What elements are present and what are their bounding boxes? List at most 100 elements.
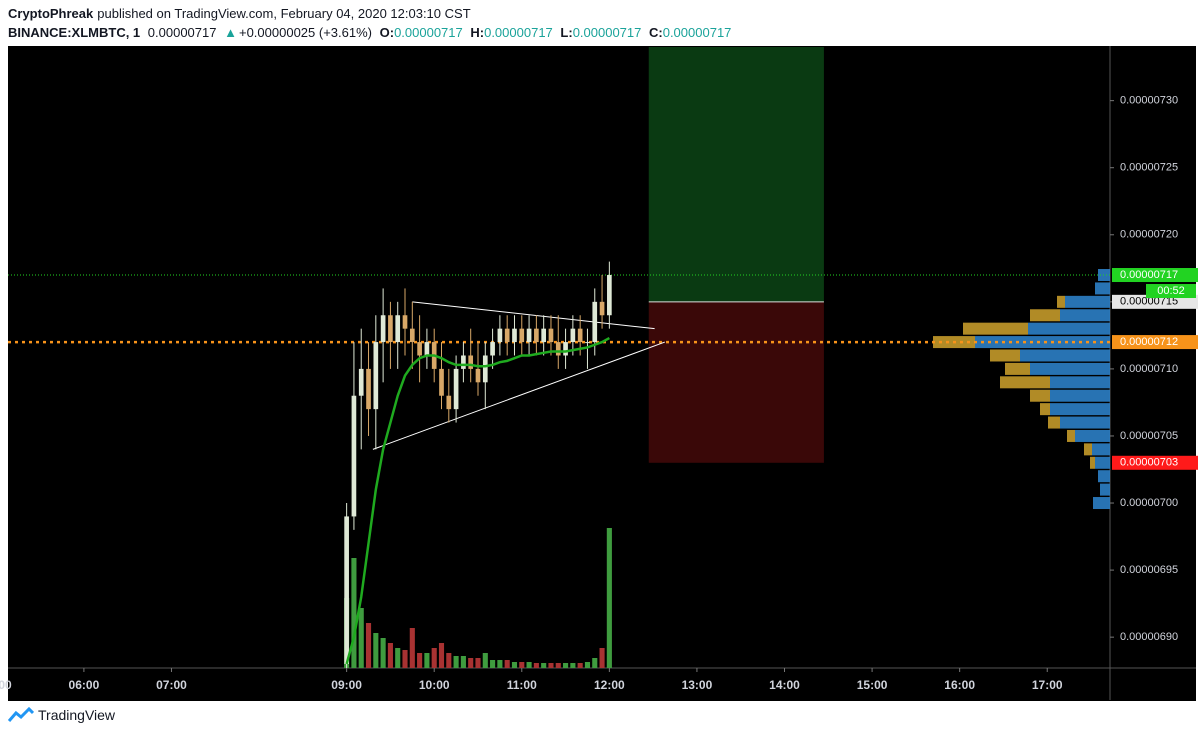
x-tick-label: 17:00 (1032, 678, 1063, 692)
volume-bar (446, 653, 452, 668)
header: CryptoPhreak published on TradingView.com… (8, 6, 475, 21)
candle-body (475, 368, 481, 383)
profile-down (1005, 362, 1030, 375)
price-label: 0.00000717 (1120, 269, 1178, 281)
volume-bar (417, 653, 423, 668)
candle-body (504, 328, 510, 343)
author: CryptoPhreak (8, 6, 94, 21)
x-tick-label: 10:00 (419, 678, 450, 692)
volume-bar (563, 663, 569, 668)
volume-bar (475, 658, 481, 668)
candle-body (380, 315, 386, 343)
profit-zone (648, 47, 824, 302)
moving-average (345, 336, 610, 665)
profile-up (1060, 309, 1110, 322)
volume-bar (468, 658, 474, 668)
candle-body (512, 328, 517, 343)
volume-bar (519, 662, 525, 668)
candle-body (555, 342, 561, 356)
profile-up (1050, 376, 1110, 389)
profile-down (963, 322, 1028, 335)
candle-body (599, 301, 605, 316)
candle-body (548, 328, 554, 343)
volume-bar (555, 663, 561, 668)
countdown: 00:52 (1157, 285, 1185, 297)
profile-down (1040, 403, 1050, 416)
chart-background (8, 46, 1196, 701)
volume-bar (453, 656, 459, 668)
footer: TradingView (8, 707, 115, 723)
candle-body (373, 342, 379, 410)
candle-body (482, 355, 488, 383)
profile-up (1093, 497, 1110, 510)
profile-up (1075, 429, 1110, 442)
profile-up (1028, 322, 1110, 335)
o-label: O: (379, 25, 395, 40)
volume-bar (599, 648, 605, 668)
candle-body (461, 355, 466, 369)
h-label: H: (470, 25, 485, 40)
candle-body (439, 368, 444, 396)
profile-up (1095, 282, 1110, 295)
last-price: 0.00000717 (147, 25, 217, 40)
price-label-box (1112, 335, 1198, 350)
volume-bar (395, 648, 401, 668)
volume-bar (373, 633, 379, 668)
x-tick-label: 13:00 (682, 678, 713, 692)
y-tick-label: 0.00000700 (1120, 497, 1178, 509)
candle-body (577, 328, 583, 343)
volume-bar (409, 628, 415, 668)
price-label-box (1112, 268, 1198, 283)
volume-bar (592, 658, 598, 668)
candle-body (402, 315, 408, 329)
volume-bar (387, 643, 393, 668)
c-value: 0.00000717 (662, 25, 732, 40)
countdown-box (1146, 284, 1196, 299)
volume-bar (526, 662, 532, 668)
volume-bar (577, 663, 583, 668)
x-tick-label: 14:00 (769, 678, 800, 692)
volume-bar (511, 662, 518, 668)
volume-bar (402, 650, 408, 668)
candle-body (526, 328, 532, 343)
plot (8, 47, 1110, 668)
x-tick-label: 15:00 (857, 678, 888, 692)
volume-bar (460, 656, 466, 668)
candle-body (366, 368, 371, 410)
volume-bar (490, 660, 496, 668)
y-tick-label: 0.00000725 (1120, 162, 1178, 174)
profile-down (990, 349, 1020, 362)
price-label: 0.00000712 (1120, 336, 1178, 348)
chart: 0.00000690 0.00000695 0.00000700 0.00000705… (0, 46, 1198, 701)
profile-up (1050, 389, 1110, 402)
x-tick-label: 05:00 (0, 678, 12, 692)
candle-body (534, 328, 539, 343)
x-tick-label: 06:00 (69, 678, 100, 692)
profile-up (1050, 403, 1110, 416)
volume-bar (570, 663, 576, 668)
y-tick-label: 0.00000695 (1120, 564, 1178, 576)
candle-body (453, 368, 459, 410)
logo (8, 707, 34, 722)
x-tick-label: 09:00 (331, 678, 362, 692)
trendline (412, 301, 655, 330)
profile-up (975, 336, 1110, 349)
y-tick-label: 0.00000720 (1120, 229, 1178, 241)
profile-down (1048, 416, 1060, 429)
l-value: 0.00000717 (572, 25, 642, 40)
x-tick-label: 11:00 (507, 678, 537, 692)
profile-down (1090, 456, 1095, 469)
y-tick-label: 0.00000705 (1120, 430, 1178, 442)
axes: 0.00000690 0.00000695 0.00000700 0.00000705… (0, 95, 1198, 692)
profile-down (1000, 376, 1050, 389)
volume-bar (380, 638, 386, 668)
profile-up (1100, 483, 1110, 496)
x-tick-label: 12:00 (594, 678, 625, 692)
change: +0.00000025 (+3.61%) (238, 25, 372, 40)
volume-bar (504, 660, 510, 668)
volume-bar (358, 608, 364, 668)
h-value: 0.00000717 (484, 25, 553, 40)
y-tick-label: 0.00000710 (1120, 363, 1178, 375)
o-value: 0.00000717 (394, 25, 463, 40)
